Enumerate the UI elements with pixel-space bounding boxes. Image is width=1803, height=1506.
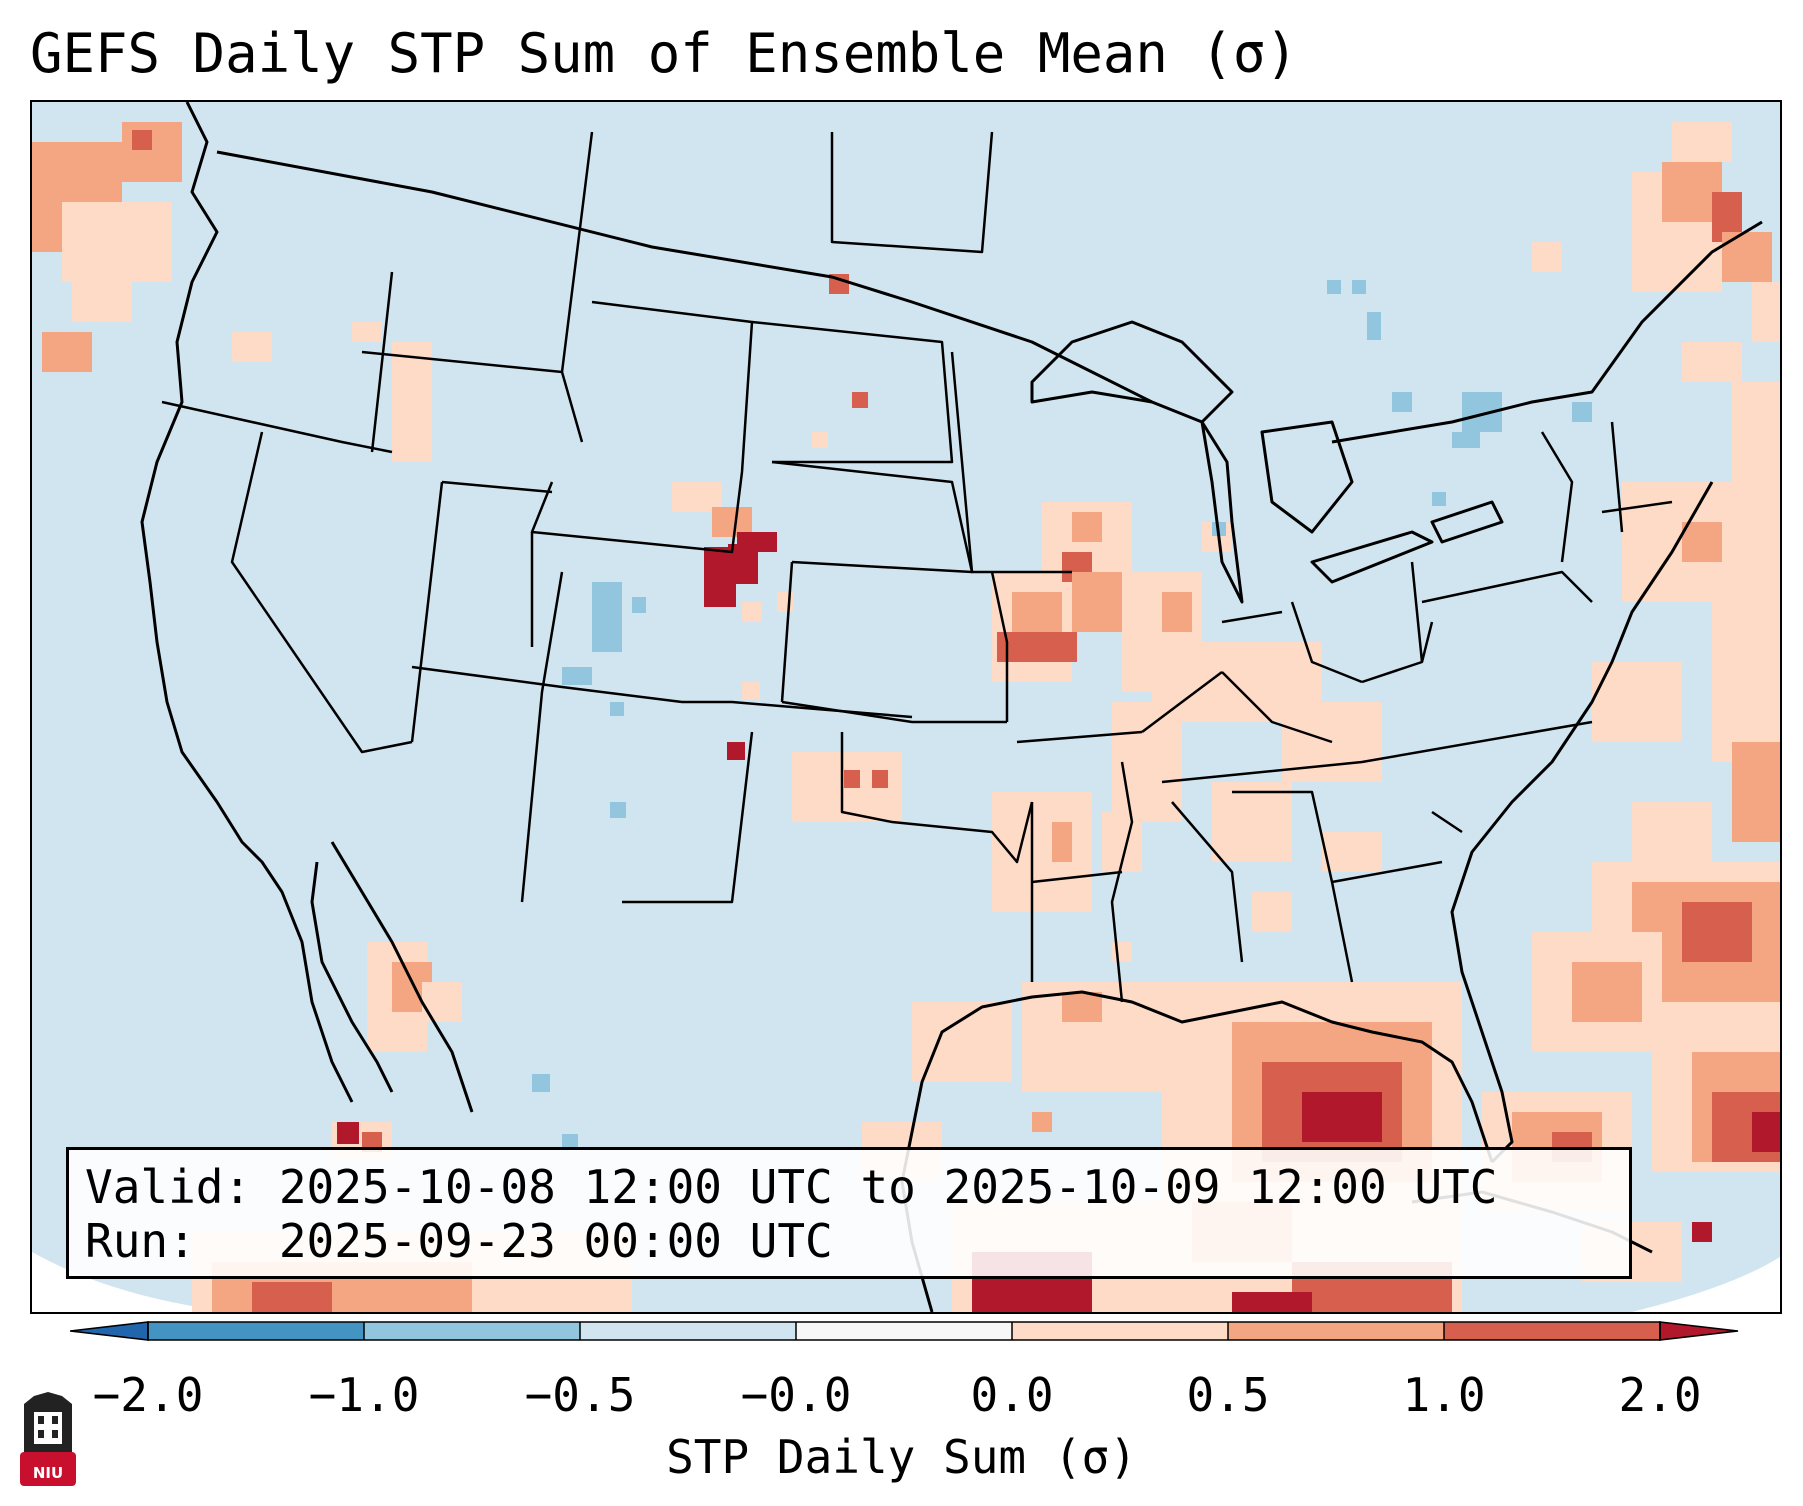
colorbar-tick-label: 0.5 [1186, 1368, 1270, 1422]
map-svg [32, 102, 1780, 1312]
colorbar-extend-min [70, 1321, 149, 1341]
colorbar-tick-label: 0.0 [970, 1368, 1054, 1422]
colorbar-segment [1228, 1322, 1444, 1340]
colorbar-segment [364, 1322, 580, 1340]
colorbar-segment [1012, 1322, 1228, 1340]
stp-field-cells [32, 122, 1780, 1312]
lake-michigan-outline [1200, 420, 1244, 604]
valid-time-text: Valid: 2025-10-08 12:00 UTC to 2025-10-0… [85, 1160, 1498, 1214]
us-west-coast-outline [140, 102, 354, 1103]
mexico-west-coast-outline [330, 841, 474, 1113]
canada-east-border [1331, 220, 1763, 444]
colorbar-tick-label: 2.0 [1618, 1368, 1702, 1422]
lake-superior-outline [1030, 320, 1234, 424]
colorbar-tick-label: −0.0 [740, 1368, 852, 1422]
colorbar-tick-label: −2.0 [92, 1368, 204, 1422]
colorbar-extend-max [1659, 1321, 1739, 1341]
state-lines [161, 131, 1673, 1003]
colorbar [70, 1321, 1739, 1341]
colorbar-segment [1444, 1322, 1660, 1340]
baja-outline [310, 861, 394, 1093]
lake-huron-outline [1260, 420, 1354, 534]
valid-time-info-box: Valid: 2025-10-08 12:00 UTC to 2025-10-0… [66, 1147, 1632, 1279]
colorbar-tick-label: 1.0 [1402, 1368, 1486, 1422]
run-time-text: Run: 2025-09-23 00:00 UTC [85, 1214, 833, 1268]
lake-ontario-outline [1430, 500, 1504, 544]
colorbar-segment [580, 1322, 796, 1340]
niu-university-seal-icon [20, 1392, 76, 1486]
chart-title: GEFS Daily STP Sum of Ensemble Mean (σ) [30, 22, 1298, 85]
map-panel [30, 100, 1782, 1314]
gulf-coast-outline [900, 990, 1494, 1312]
colorbar-segment [148, 1322, 364, 1340]
us-canada-border [216, 150, 1153, 404]
colorbar-tick-label: −0.5 [524, 1368, 636, 1422]
colorbar-tick-label: −1.0 [308, 1368, 420, 1422]
lake-erie-outline [1310, 530, 1434, 584]
niu-logo: NIU [20, 1392, 76, 1486]
us-east-coast-outline [1450, 481, 1714, 1164]
logo-text: NIU [32, 1464, 64, 1482]
colorbar-label: STP Daily Sum (σ) [666, 1430, 1137, 1484]
map-outlines [140, 102, 1763, 1312]
colorbar-segment [796, 1322, 1012, 1340]
